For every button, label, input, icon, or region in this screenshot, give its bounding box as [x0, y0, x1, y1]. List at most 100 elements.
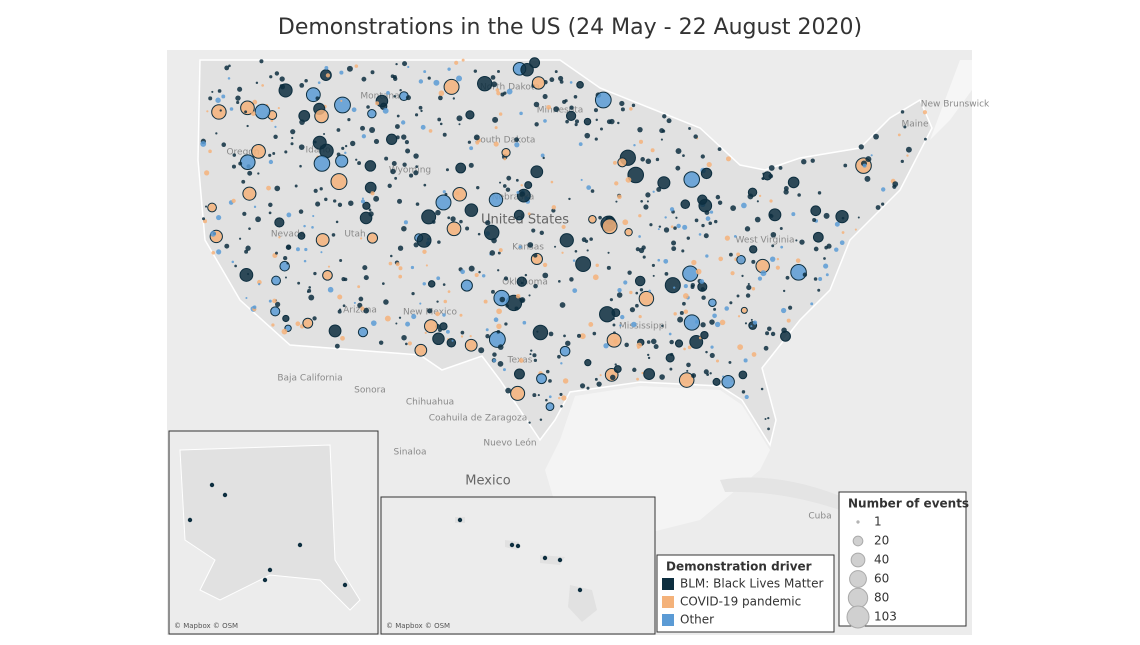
legend-title: Demonstration driver — [666, 560, 812, 574]
event-dot — [319, 187, 323, 191]
event-dot — [738, 370, 748, 380]
event-dot — [783, 189, 789, 195]
event-dot — [714, 219, 718, 224]
event-dot — [303, 224, 306, 228]
event-dot — [764, 417, 767, 420]
event-dot — [736, 294, 740, 298]
event-dot — [398, 266, 403, 271]
event-dot — [435, 194, 452, 211]
event-dot — [211, 251, 215, 255]
event-dot — [686, 236, 690, 240]
event-dot — [744, 226, 751, 232]
event-dot — [450, 216, 456, 222]
title: Demonstrations in the US (24 May - 22 Au… — [278, 15, 862, 40]
event-dot — [701, 223, 705, 228]
event-dot — [424, 319, 439, 334]
event-dot — [730, 205, 737, 211]
event-dot — [594, 91, 612, 109]
event-dot — [530, 349, 533, 352]
event-dot — [646, 200, 649, 203]
event-dot — [485, 334, 490, 339]
event-dot — [315, 233, 330, 247]
event-dot — [528, 421, 531, 424]
event-dot — [407, 65, 410, 69]
event-dot — [823, 263, 829, 269]
event-dot — [362, 265, 368, 271]
event-dot — [638, 315, 642, 319]
event-dot — [721, 375, 735, 389]
event-dot — [905, 146, 912, 153]
event-dot — [683, 347, 686, 351]
event-dot — [574, 249, 578, 253]
size-swatch — [856, 520, 860, 524]
event-dot — [715, 194, 721, 200]
event-dot — [437, 117, 442, 122]
event-dot — [532, 324, 549, 341]
event-dot — [572, 259, 576, 262]
event-dot — [405, 148, 411, 154]
event-dot — [362, 201, 371, 210]
event-dot — [635, 303, 639, 308]
event-dot — [206, 110, 209, 113]
event-dot — [651, 263, 655, 267]
event-dot — [762, 172, 765, 175]
map-label: Nebraska — [492, 193, 534, 203]
event-dot — [304, 247, 308, 252]
event-dot — [594, 137, 598, 141]
event-dot — [576, 81, 584, 89]
event-dot — [858, 144, 864, 150]
event-dot — [724, 306, 729, 311]
event-dot — [424, 331, 427, 334]
event-dot — [752, 320, 758, 325]
event-dot — [335, 154, 349, 168]
attribution: © Mapbox © OSM — [386, 622, 450, 630]
event-dot — [386, 91, 390, 95]
event-dot — [640, 199, 643, 203]
event-dot — [354, 64, 359, 68]
event-dot — [746, 284, 752, 291]
event-dot — [219, 109, 222, 112]
event-dot — [751, 259, 756, 264]
event-dot — [304, 78, 308, 83]
event-dot — [627, 166, 645, 184]
event-dot — [865, 156, 872, 163]
event-dot — [817, 288, 821, 292]
event-dot — [631, 103, 636, 108]
water — [930, 60, 972, 140]
event-dot — [903, 125, 907, 129]
event-dot — [515, 543, 521, 549]
event-dot — [714, 321, 721, 328]
event-dot — [565, 340, 571, 347]
event-dot — [699, 279, 705, 284]
legend-label: BLM: Black Lives Matter — [680, 577, 823, 591]
event-dot — [561, 251, 564, 254]
event-dot — [428, 129, 433, 133]
event-dot — [791, 212, 796, 217]
event-dot — [246, 124, 249, 128]
event-dot — [499, 112, 503, 116]
event-dot — [743, 358, 748, 363]
event-dot — [227, 77, 231, 80]
event-dot — [569, 277, 574, 282]
event-dot — [658, 225, 662, 228]
event-dot — [433, 79, 440, 86]
event-dot — [361, 197, 364, 200]
event-dot — [402, 162, 407, 167]
event-dot — [238, 161, 243, 166]
map-label: Kansas — [512, 243, 544, 253]
event-dot — [262, 577, 268, 583]
event-dot — [706, 161, 712, 168]
event-dot — [413, 153, 419, 159]
event-dot — [634, 275, 646, 287]
event-dot — [650, 148, 655, 153]
event-dot — [708, 298, 717, 307]
event-dot — [388, 261, 393, 266]
event-dot — [709, 352, 715, 358]
event-dot — [258, 283, 261, 286]
event-dot — [592, 331, 597, 336]
event-dot — [700, 322, 706, 328]
event-dot — [202, 217, 206, 221]
event-dot — [364, 181, 377, 194]
event-dot — [561, 395, 567, 401]
event-dot — [456, 115, 463, 122]
